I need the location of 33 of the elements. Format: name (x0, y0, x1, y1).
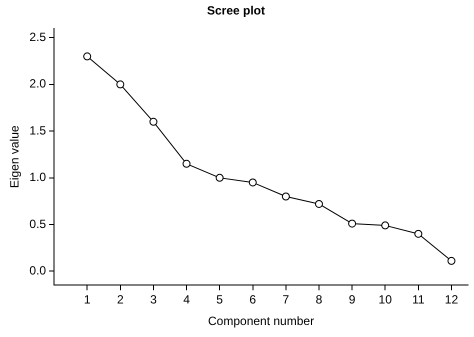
y-axis-title: Eigen value (8, 125, 22, 188)
y-tick-label: 2.5 (29, 30, 46, 44)
x-axis-title: Component number (208, 314, 314, 328)
point (182, 160, 191, 168)
x-tick-label: 12 (444, 292, 458, 307)
point (282, 192, 290, 200)
point (348, 220, 356, 228)
x-tick-label: 1 (84, 292, 91, 307)
x-tick-label: 11 (412, 292, 425, 307)
point (447, 256, 456, 265)
y-tick-label: 0.5 (29, 216, 46, 231)
x-tick-label: 6 (249, 292, 256, 307)
point (248, 178, 257, 186)
x-tick-label: 3 (150, 292, 158, 307)
y-tick-label: 0.0 (29, 264, 46, 278)
x-tick-label: 2 (116, 292, 124, 307)
x-tick-label: 7 (282, 292, 290, 307)
x-tick-label: 10 (378, 292, 392, 307)
y-tick-label: 2.0 (29, 76, 46, 91)
x-tick-label: 8 (316, 292, 323, 307)
point (381, 221, 390, 230)
point (216, 174, 224, 182)
x-tick-label: 9 (348, 292, 356, 307)
point (414, 230, 422, 238)
point (116, 80, 124, 88)
point (83, 52, 92, 60)
chart-title: Scree plot (206, 4, 266, 18)
point (314, 200, 323, 208)
x-tick-label: 4 (183, 292, 190, 307)
y-tick-label: 1.0 (29, 170, 46, 184)
point (149, 118, 158, 126)
y-tick-label: 1.5 (29, 123, 46, 138)
x-tick-label: 5 (216, 292, 224, 307)
